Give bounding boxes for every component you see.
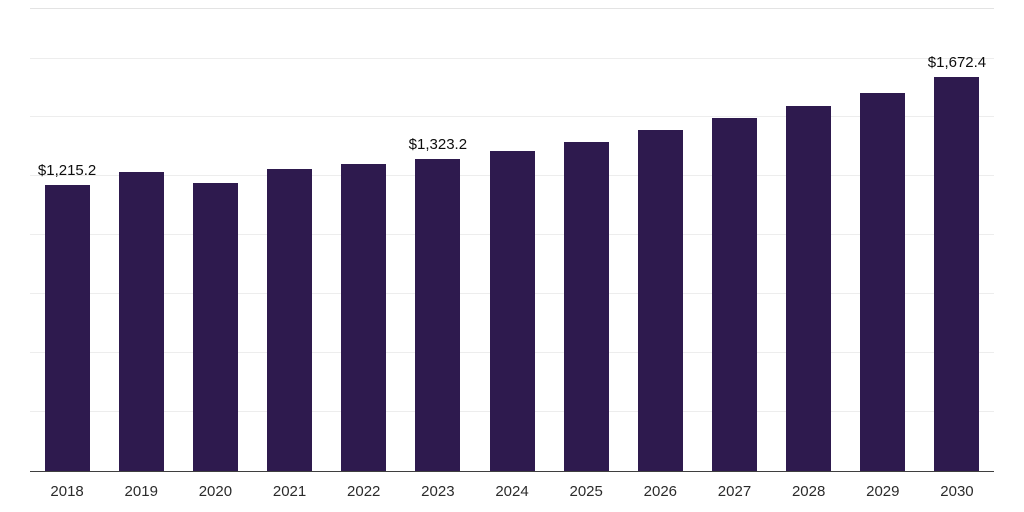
bar-2024 <box>489 151 535 471</box>
x-tick-2022: 2022 <box>347 483 381 500</box>
bar-column-2025 <box>549 9 623 471</box>
x-tick-2028: 2028 <box>791 483 826 500</box>
bar-column-2028 <box>772 9 846 471</box>
data-label-2023: $1,323.2 <box>408 136 468 154</box>
bar-column-2024 <box>475 9 549 471</box>
bar-2020 <box>192 183 238 471</box>
data-label-2018: $1,215.2 <box>37 161 97 179</box>
bar-column-2027 <box>697 9 771 471</box>
x-tick-2026: 2026 <box>643 483 678 500</box>
bar-column-2029 <box>846 9 920 471</box>
bar-2025 <box>563 141 609 471</box>
x-tick-2027: 2027 <box>717 483 752 500</box>
gridline-1750 <box>30 57 994 59</box>
bar-2030: $1,672.4 <box>928 54 986 471</box>
bar-2021 <box>267 168 313 471</box>
x-tick-2020: 2020 <box>198 483 233 500</box>
x-tick-2025: 2025 <box>569 483 603 500</box>
x-tick-2024: 2024 <box>495 483 529 500</box>
x-tick-2023: 2023 <box>421 483 455 500</box>
bar-column-2026 <box>623 9 697 471</box>
bar-2022 <box>341 163 387 471</box>
bar-2029 <box>860 93 906 471</box>
bar-2028 <box>786 106 832 471</box>
bar-column-2021 <box>252 9 326 471</box>
gridline-1500 <box>30 116 994 118</box>
bar-column-2020 <box>178 9 252 471</box>
x-tick-2029: 2029 <box>866 483 900 500</box>
bar-column-2019 <box>104 9 178 471</box>
bar-2019 <box>118 172 164 471</box>
data-label-2030: $1,672.4 <box>927 53 987 71</box>
bar-series: $1,215.2 $1,323.2 $1,672.4 <box>30 9 994 471</box>
bar-column-2018: $1,215.2 <box>30 9 104 471</box>
bar-2026 <box>637 129 683 471</box>
bar-2018: $1,215.2 <box>38 162 96 471</box>
bar-2023: $1,323.2 <box>409 136 467 471</box>
x-tick-2019: 2019 <box>124 483 158 500</box>
bar-column-2023: $1,323.2 <box>401 9 475 471</box>
x-axis: 2018 2019 2020 2021 2022 2023 2024 2025 2026 2027… <box>30 472 994 511</box>
plot-area: $1,215.2 $1,323.2 $1,672.4 <box>30 8 994 472</box>
x-tick-2018: 2018 <box>50 483 84 500</box>
bar-column-2022 <box>327 9 401 471</box>
bar-column-2030: $1,672.4 <box>920 9 994 471</box>
x-tick-2021: 2021 <box>272 483 307 500</box>
bar-2027 <box>711 118 757 471</box>
x-tick-2030: 2030 <box>940 483 974 500</box>
